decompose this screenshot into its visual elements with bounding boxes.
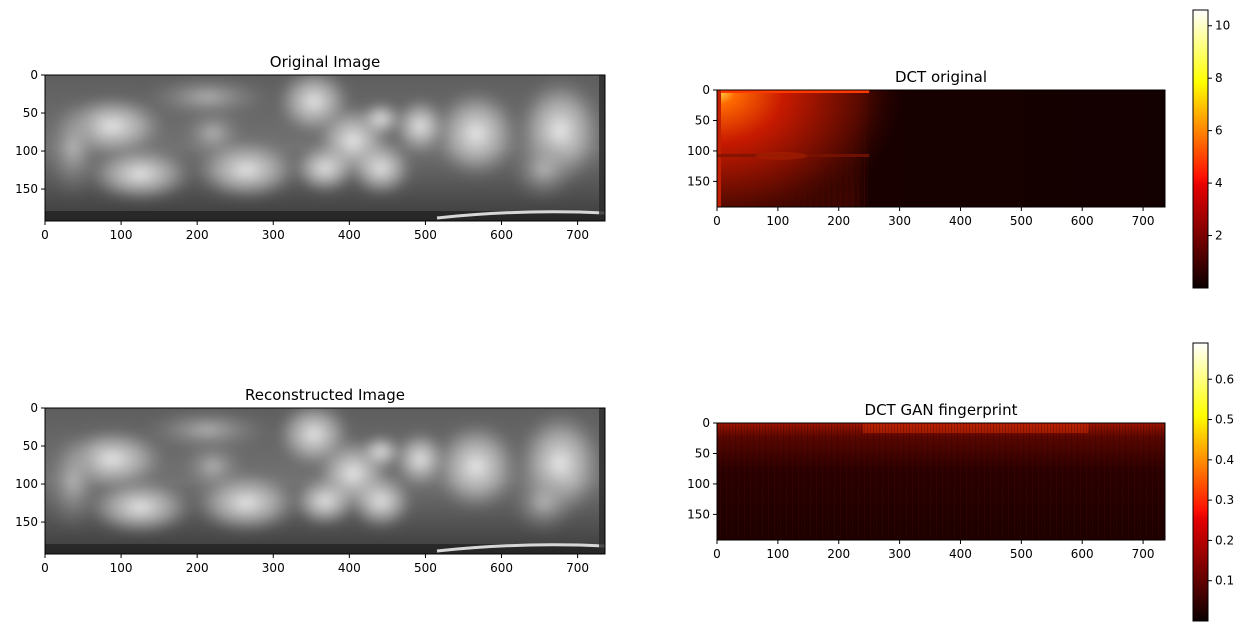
x-tick-label: 200 xyxy=(186,228,209,242)
colorbar: 0.1 0.2 0.3 0.4 0.5 0.6 xyxy=(1192,342,1234,622)
y-tick-label: 0 xyxy=(30,401,38,415)
x-tick-label: 300 xyxy=(262,228,285,242)
y-tick-label: 50 xyxy=(695,446,710,460)
y-tick-label: 50 xyxy=(23,439,38,453)
y-tick-label: 100 xyxy=(15,477,38,491)
x-tick-label: 200 xyxy=(827,547,850,561)
x-tick-label: 200 xyxy=(186,561,209,575)
x-tick-label: 0 xyxy=(41,228,49,242)
x-tick-label: 700 xyxy=(1132,214,1155,228)
colorbar-tick-label: 6 xyxy=(1215,124,1223,138)
x-tick-label: 200 xyxy=(827,214,850,228)
x-tick-label: 0 xyxy=(41,561,49,575)
x-tick-label: 100 xyxy=(110,561,133,575)
axes-frame xyxy=(44,74,606,222)
colorbar-tick-label: 0.1 xyxy=(1215,574,1234,588)
panel-title: DCT GAN fingerprint xyxy=(865,401,1018,419)
x-tick-label: 700 xyxy=(566,561,589,575)
colorbar-tick-label: 10 xyxy=(1215,19,1230,33)
x-tick-label: 500 xyxy=(1010,214,1033,228)
colorbar-tick-label: 0.4 xyxy=(1215,453,1234,467)
x-tick-label: 500 xyxy=(414,228,437,242)
y-tick-label: 150 xyxy=(15,515,38,529)
axes-frame xyxy=(44,407,606,555)
y-tick-label: 150 xyxy=(15,182,38,196)
y-tick-label: 100 xyxy=(687,144,710,158)
x-tick-label: 600 xyxy=(490,561,513,575)
axes-frame xyxy=(716,89,1166,208)
x-tick-label: 500 xyxy=(414,561,437,575)
x-tick-label: 300 xyxy=(888,214,911,228)
panel-title: DCT original xyxy=(895,68,987,86)
y-tick-label: 0 xyxy=(702,83,710,97)
colorbar-tick-label: 8 xyxy=(1215,71,1223,85)
colorbar: 2 4 6 8 10 xyxy=(1192,9,1230,289)
y-tick-label: 150 xyxy=(687,507,710,521)
x-tick-label: 600 xyxy=(1071,547,1094,561)
panel-2: DCT original 0 100 200 300 400 500 600 700 0 50 100… xyxy=(687,9,1230,289)
axes-frame xyxy=(716,422,1166,541)
x-tick-label: 0 xyxy=(713,214,721,228)
x-tick-label: 300 xyxy=(262,561,285,575)
panel-title: Reconstructed Image xyxy=(245,386,405,404)
heatmap-image xyxy=(717,423,1165,540)
panel-1: Original Image 0 100 200 300 400 500 600 700 0 50 1… xyxy=(15,53,606,242)
x-tick-label: 400 xyxy=(949,214,972,228)
y-tick-label: 100 xyxy=(15,144,38,158)
x-tick-label: 100 xyxy=(766,547,789,561)
x-tick-label: 0 xyxy=(713,547,721,561)
x-tick-label: 600 xyxy=(490,228,513,242)
x-tick-label: 600 xyxy=(1071,214,1094,228)
heatmap-image xyxy=(45,75,605,221)
x-tick-label: 300 xyxy=(888,547,911,561)
y-tick-label: 0 xyxy=(30,68,38,82)
colorbar-tick-label: 2 xyxy=(1215,229,1223,243)
colorbar-tick-label: 4 xyxy=(1215,176,1223,190)
x-tick-label: 700 xyxy=(566,228,589,242)
y-tick-label: 0 xyxy=(702,416,710,430)
x-tick-label: 400 xyxy=(338,228,361,242)
panel-title: Original Image xyxy=(270,53,380,71)
y-tick-label: 50 xyxy=(695,113,710,127)
colorbar-tick-label: 0.6 xyxy=(1215,372,1234,386)
colorbar-tick-label: 0.5 xyxy=(1215,413,1234,427)
colorbar-tick-label: 0.2 xyxy=(1215,533,1234,547)
y-tick-label: 150 xyxy=(687,174,710,188)
x-tick-label: 400 xyxy=(338,561,361,575)
x-tick-label: 400 xyxy=(949,547,972,561)
colorbar-tick-label: 0.3 xyxy=(1215,493,1234,507)
x-tick-label: 700 xyxy=(1132,547,1155,561)
y-tick-label: 100 xyxy=(687,477,710,491)
x-tick-label: 100 xyxy=(110,228,133,242)
x-tick-label: 100 xyxy=(766,214,789,228)
x-tick-label: 500 xyxy=(1010,547,1033,561)
heatmap-image xyxy=(45,408,605,554)
y-tick-label: 50 xyxy=(23,106,38,120)
heatmap-image xyxy=(717,90,1165,207)
